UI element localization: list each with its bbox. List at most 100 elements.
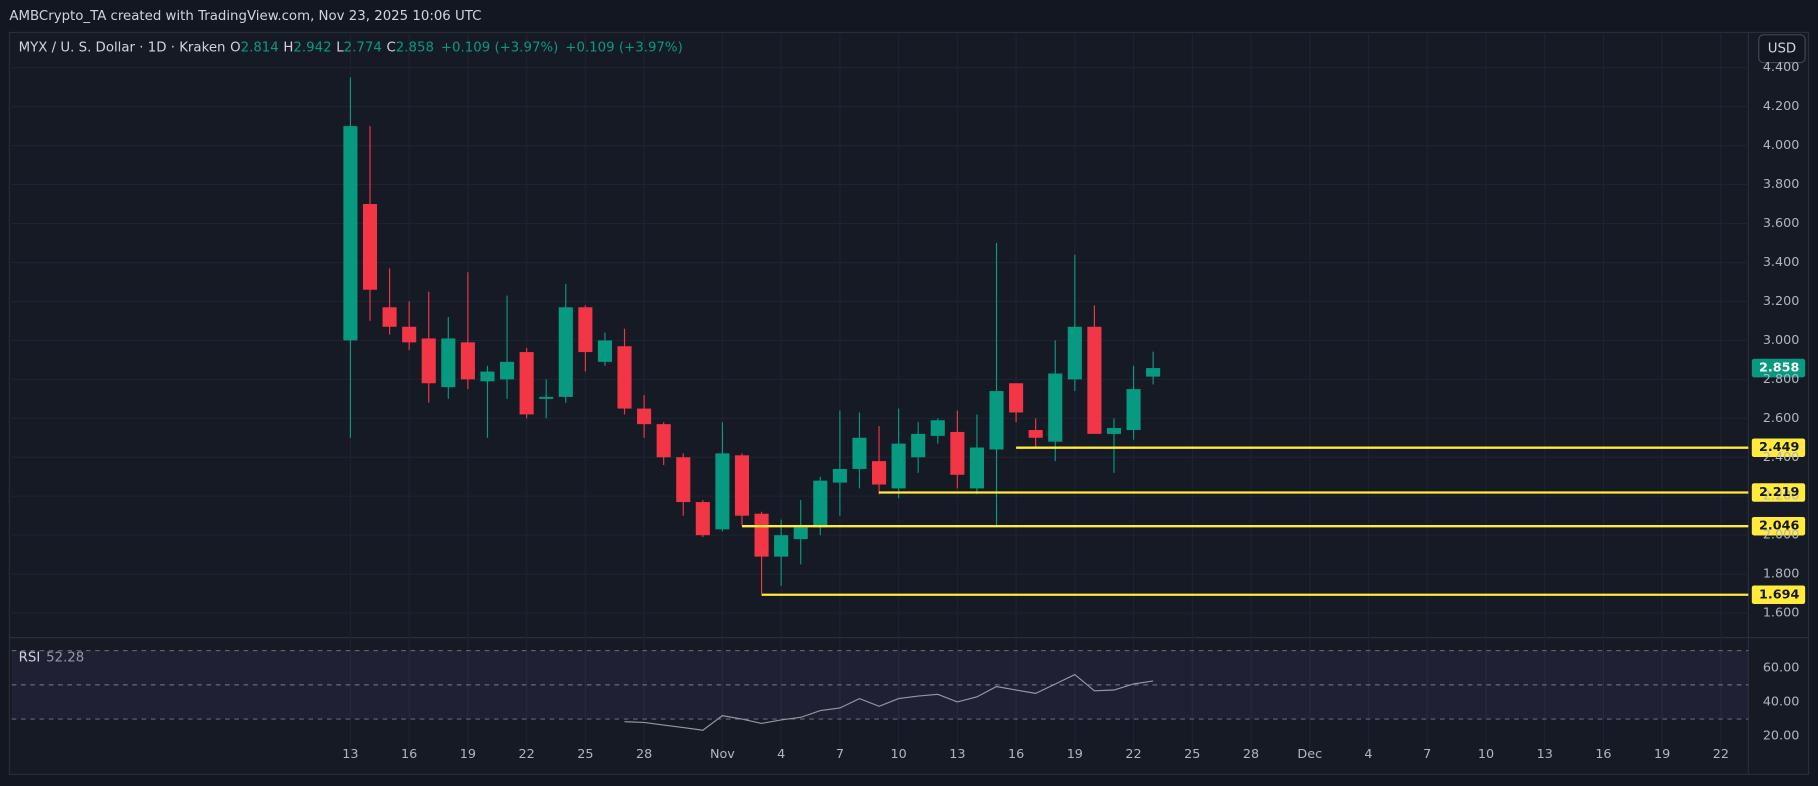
- ohlc-value: 2.942: [293, 41, 331, 56]
- candle-body: [695, 502, 710, 536]
- candle-body: [754, 513, 769, 557]
- candle-body: [1146, 368, 1161, 377]
- y-tick-label: 2.200: [1763, 489, 1800, 504]
- x-tick-label: 28: [1243, 747, 1259, 762]
- candle-body: [1106, 428, 1122, 434]
- currency-button[interactable]: [1758, 34, 1806, 64]
- candle-body: [911, 433, 926, 458]
- candle-body: [676, 457, 691, 503]
- candle-body: [969, 447, 984, 489]
- x-tick-label: 28: [636, 747, 652, 762]
- candle-body: [1028, 429, 1043, 438]
- candle-body: [597, 340, 612, 362]
- ohlc-letter: C: [386, 41, 395, 56]
- x-tick-label: 10: [1478, 747, 1494, 762]
- price-tag: [1751, 358, 1806, 378]
- x-tick-label: 25: [577, 747, 593, 762]
- x-tick-label: 16: [401, 747, 417, 762]
- candle-body: [1009, 383, 1024, 413]
- credit: AMBCrypto_TA created with TradingView.co…: [9, 9, 481, 24]
- rsi-tick-label: 60.00: [1763, 660, 1800, 675]
- x-tick-label: 13: [949, 747, 965, 762]
- y-tick-label: 1.800: [1763, 567, 1800, 582]
- x-tick-label: 7: [1423, 747, 1431, 762]
- level-tag-label: 2.219: [1759, 485, 1799, 500]
- candle-body: [558, 307, 573, 397]
- y-tick-label: 3.800: [1763, 177, 1800, 192]
- x-tick-label: 19: [460, 747, 476, 762]
- level-tag: [1751, 483, 1806, 502]
- candle-body: [343, 126, 358, 341]
- level-tag: [1751, 585, 1806, 605]
- candle-body: [950, 431, 965, 475]
- y-tick-label: 3.000: [1763, 333, 1800, 348]
- candle-body: [460, 342, 475, 380]
- candle-body: [793, 527, 808, 540]
- candle-body: [891, 443, 906, 489]
- candle-body: [362, 204, 378, 290]
- candle-body: [715, 453, 730, 530]
- candle-body: [1126, 389, 1141, 430]
- y-tick-label: 2.400: [1763, 450, 1800, 465]
- ohlc-value: 2.774: [344, 41, 382, 56]
- candle-body: [989, 391, 1004, 450]
- y-tick-label: 2.600: [1763, 411, 1800, 426]
- level-tag: [1751, 516, 1806, 536]
- candle-body: [656, 424, 671, 458]
- change-label: +0.109 (+3.97%): [441, 41, 558, 56]
- level-tag-label: 2.449: [1759, 440, 1799, 455]
- ohlc-letter: H: [283, 41, 293, 56]
- candle-body: [578, 307, 593, 353]
- x-tick-label: 19: [1067, 747, 1083, 762]
- ohlc-letter: O: [230, 41, 241, 56]
- candle-body: [402, 326, 417, 343]
- candle-body: [930, 420, 945, 436]
- rsi-value: 52.28: [46, 650, 84, 665]
- candle-body: [421, 338, 436, 384]
- legend: MYX / U. S. Dollar · 1D · Kraken O2.814 H2…: [19, 41, 683, 56]
- x-tick-label: 22: [1125, 747, 1141, 762]
- x-tick-label: 25: [1184, 747, 1200, 762]
- x-tick-label: 16: [1595, 747, 1611, 762]
- candle-body: [519, 352, 534, 415]
- candle-body: [1087, 326, 1102, 434]
- x-tick-label: 13: [342, 747, 358, 762]
- x-tick-label: 16: [1008, 747, 1024, 762]
- candle-body: [1067, 326, 1082, 380]
- x-tick-label: 19: [1654, 747, 1670, 762]
- candle-body: [1048, 373, 1063, 442]
- x-tick-label: 7: [836, 747, 844, 762]
- y-tick-label: 1.600: [1763, 606, 1800, 621]
- x-tick-label: 13: [1537, 747, 1553, 762]
- candle-body: [637, 408, 652, 425]
- candle-body: [734, 455, 750, 516]
- level-tag-label: 2.046: [1759, 519, 1799, 534]
- y-tick-label: 3.600: [1763, 216, 1800, 231]
- candle-body: [499, 361, 515, 380]
- y-tick-label: 4.400: [1763, 60, 1800, 75]
- candle-body: [617, 346, 632, 409]
- change-label: +0.109 (+3.97%): [565, 41, 682, 56]
- y-tick-label: 2.000: [1763, 528, 1800, 543]
- x-tick-label: 4: [777, 747, 785, 762]
- candle-body: [871, 461, 887, 485]
- rsi-tick-label: 40.00: [1763, 694, 1800, 709]
- rsi-name: RSI: [19, 650, 41, 665]
- level-tag-label: 1.694: [1759, 587, 1799, 602]
- rsi-tick-label: 20.00: [1763, 729, 1800, 744]
- currency-label[interactable]: USD: [1768, 42, 1796, 57]
- candle-body: [852, 437, 867, 469]
- x-tick-label: 22: [1713, 747, 1729, 762]
- level-tag: [1751, 438, 1806, 457]
- candle-body: [832, 468, 847, 483]
- price-tag-label: 2.858: [1759, 361, 1799, 376]
- candle-body: [480, 371, 495, 382]
- candle-body: [441, 338, 456, 388]
- legend-title: MYX / U. S. Dollar · 1D · Kraken: [19, 41, 226, 56]
- candle-body: [539, 396, 554, 399]
- y-tick-label: 3.400: [1763, 255, 1800, 270]
- x-tick-label: 22: [519, 747, 535, 762]
- y-tick-label: 4.200: [1763, 99, 1800, 114]
